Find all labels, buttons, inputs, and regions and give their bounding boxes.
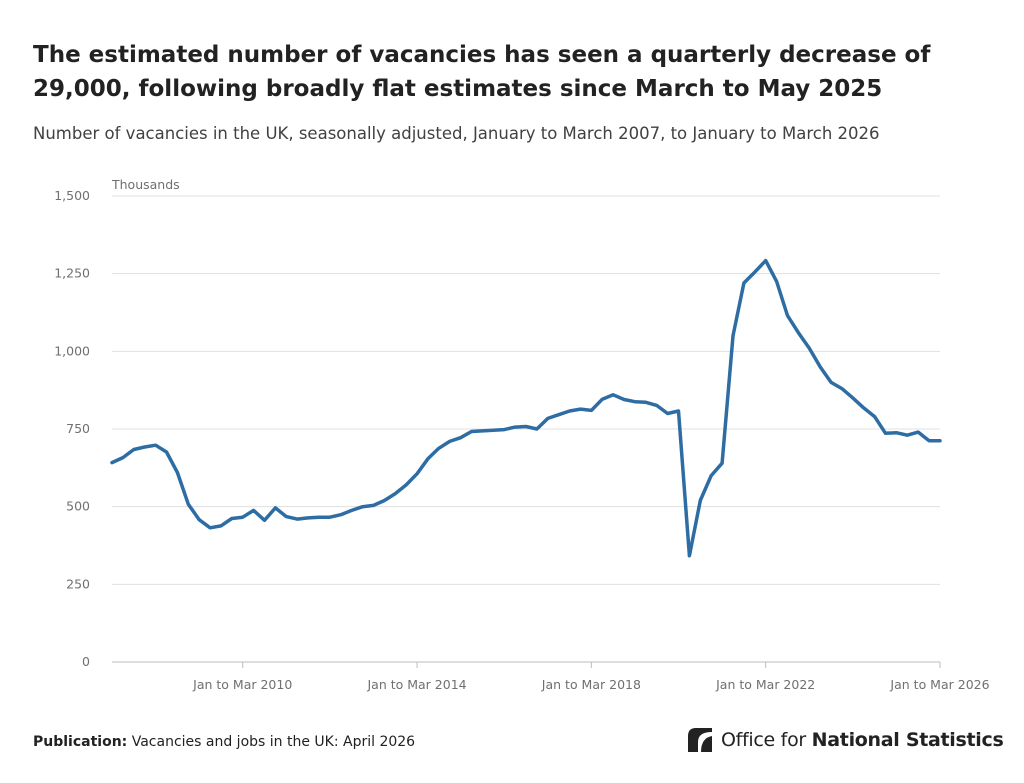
ons-logo[interactable]: Office for National Statistics — [686, 724, 1004, 756]
x-axis-ticks: Jan to Mar 2010 Jan to Mar 2014 Jan to Mar… — [192, 662, 990, 692]
x-tick-label: Jan to Mar 2018 — [541, 677, 641, 692]
x-tick-label: Jan to Mar 2010 — [192, 677, 292, 692]
logo-text-bold: National Statistics — [811, 729, 1004, 751]
y-tick-label: 750 — [66, 421, 90, 436]
y-tick-label: 250 — [66, 576, 90, 591]
y-axis-ticks: 0 250 500 750 1,000 1,250 1,500 — [54, 188, 90, 669]
series-lines — [110, 258, 942, 558]
chart-subtitle: Number of vacancies in the UK, seasonall… — [33, 124, 880, 143]
x-tick-label: Jan to Mar 2022 — [715, 677, 815, 692]
y-tick-label: 1,500 — [54, 188, 90, 203]
y-axis-unit-label: Thousands — [111, 177, 180, 192]
publication-link[interactable]: Vacancies and jobs in the UK: April 2026 — [131, 734, 416, 750]
y-tick-label: 500 — [66, 499, 90, 514]
x-tick-label: Jan to Mar 2026 — [889, 677, 989, 692]
y-tick-label: 1,000 — [54, 343, 90, 358]
ons-logo-icon — [688, 728, 712, 752]
logo-text-light: Office for — [721, 729, 806, 751]
series-line-vacancies — [110, 258, 942, 558]
publication-label: Publication: — [33, 734, 128, 750]
publication-footer: Publication: Vacancies and jobs in the U… — [33, 734, 415, 750]
x-tick-label: Jan to Mar 2014 — [366, 677, 466, 692]
y-tick-label: 0 — [82, 654, 90, 669]
y-tick-label: 1,250 — [54, 266, 90, 281]
chart-title: The estimated number of vacancies has se… — [33, 42, 931, 102]
gridlines — [112, 195, 940, 663]
